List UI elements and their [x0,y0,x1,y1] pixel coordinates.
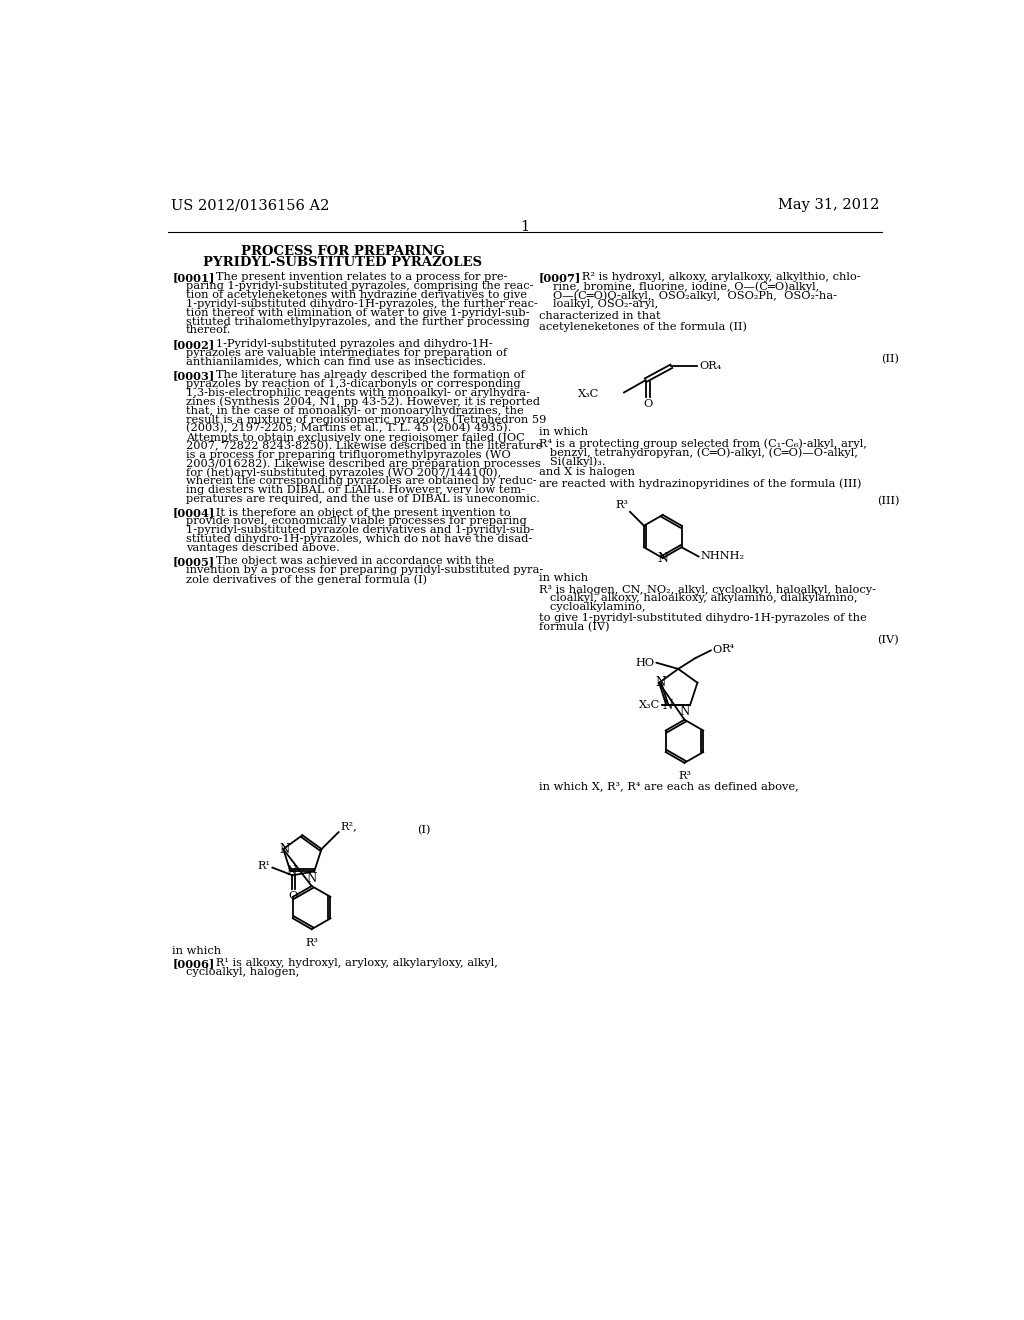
Text: to give 1-pyridyl-substituted dihydro-1H-pyrazoles of the: to give 1-pyridyl-substituted dihydro-1H… [539,614,866,623]
Text: stituted trihalomethylpyrazoles, and the further processing: stituted trihalomethylpyrazoles, and the… [186,317,529,326]
Text: Si(alkyl)₃.: Si(alkyl)₃. [539,455,605,466]
Text: [0004]: [0004] [172,508,214,519]
Text: R²,: R², [340,821,357,832]
Text: (IV): (IV) [878,635,899,645]
Text: thereof.: thereof. [186,326,231,335]
Text: 1-pyridyl-substituted pyrazole derivatives and 1-pyridyl-sub-: 1-pyridyl-substituted pyrazole derivativ… [186,525,535,536]
Text: vantages described above.: vantages described above. [186,543,340,553]
Text: R¹ is alkoxy, hydroxyl, aryloxy, alkylaryloxy, alkyl,: R¹ is alkoxy, hydroxyl, aryloxy, alkylar… [205,958,498,968]
Text: R³: R³ [678,771,691,781]
Text: R³: R³ [305,937,318,948]
Text: cycloalkylamino,: cycloalkylamino, [539,602,645,612]
Text: [0005]: [0005] [172,557,214,568]
Text: [0002]: [0002] [172,339,214,350]
Text: N: N [286,865,296,878]
Text: 1,3-bis-electrophilic reagents with monoalkyl- or arylhydra-: 1,3-bis-electrophilic reagents with mono… [186,388,530,397]
Text: NHNH₂: NHNH₂ [700,552,744,561]
Text: 2003/016282). Likewise described are preparation processes: 2003/016282). Likewise described are pre… [186,459,541,470]
Text: characterized in that: characterized in that [539,312,660,321]
Text: N: N [655,676,666,689]
Text: R⁴ is a protecting group selected from (C₁-C₆)-alkyl, aryl,: R⁴ is a protecting group selected from (… [539,438,866,449]
Text: 1-Pyridyl-substituted pyrazoles and dihydro-1H-: 1-Pyridyl-substituted pyrazoles and dihy… [205,339,493,348]
Text: O—(C═O)O-alkyl,  OSO₂alkyl,  OSO₂Ph,  OSO₂-ha-: O—(C═O)O-alkyl, OSO₂alkyl, OSO₂Ph, OSO₂-… [553,290,837,301]
Text: The object was achieved in accordance with the: The object was achieved in accordance wi… [205,557,494,566]
Text: are reacted with hydrazinopyridines of the formula (III): are reacted with hydrazinopyridines of t… [539,478,861,488]
Text: provide novel, economically viable processes for preparing: provide novel, economically viable proce… [186,516,527,527]
Text: (II): (II) [881,354,899,364]
Text: HO: HO [636,657,655,668]
Text: R³ is halogen, CN, NO₂, alkyl, cycloalkyl, haloalkyl, halocy-: R³ is halogen, CN, NO₂, alkyl, cycloalky… [539,585,876,594]
Text: (I): (I) [417,825,430,834]
Text: in which X, R³, R⁴ are each as defined above,: in which X, R³, R⁴ are each as defined a… [539,781,799,791]
Text: benzyl, tetrahydropyran, (C═O)-alkyl, (C═O)—O-alkyl,: benzyl, tetrahydropyran, (C═O)-alkyl, (C… [539,447,858,458]
Text: paring 1-pyridyl-substituted pyrazoles, comprising the reac-: paring 1-pyridyl-substituted pyrazoles, … [186,281,534,292]
Text: The literature has already described the formation of: The literature has already described the… [205,370,524,380]
Text: N: N [679,705,689,718]
Text: in which: in which [539,573,588,583]
Text: anthianilamides, which can find use as insecticides.: anthianilamides, which can find use as i… [186,356,486,367]
Text: stituted dihydro-1H-pyrazoles, which do not have the disad-: stituted dihydro-1H-pyrazoles, which do … [186,535,532,544]
Text: 1: 1 [520,220,529,234]
Text: The present invention relates to a process for pre-: The present invention relates to a proce… [205,272,507,282]
Text: PROCESS FOR PREPARING: PROCESS FOR PREPARING [241,244,444,257]
Text: R¹: R¹ [258,861,270,871]
Text: zines (Synthesis 2004, N1, pp 43-52). However, it is reported: zines (Synthesis 2004, N1, pp 43-52). Ho… [186,397,540,408]
Text: N: N [280,842,290,855]
Text: rine, bromine, fluorine, iodine, O—(C═O)alkyl,: rine, bromine, fluorine, iodine, O—(C═O)… [553,281,819,292]
Text: (III): (III) [877,496,899,507]
Text: O: O [643,399,652,409]
Text: for (het)aryl-substituted pyrazoles (WO 2007/144100),: for (het)aryl-substituted pyrazoles (WO … [186,467,502,478]
Text: [0003]: [0003] [172,370,214,381]
Text: cycloalkyl, halogen,: cycloalkyl, halogen, [186,966,299,977]
Text: pyrazoles by reaction of 1,3-dicarbonyls or corresponding: pyrazoles by reaction of 1,3-dicarbonyls… [186,379,521,389]
Text: loalkyl, OSO₂-aryl,: loalkyl, OSO₂-aryl, [553,298,658,309]
Text: N: N [663,698,673,711]
Text: pyrazoles are valuable intermediates for preparation of: pyrazoles are valuable intermediates for… [186,348,507,358]
Text: [0006]: [0006] [172,958,214,969]
Text: that, in the case of monoalkyl- or monoarylhydrazines, the: that, in the case of monoalkyl- or monoa… [186,405,524,416]
Text: 1-pyridyl-substituted dihydro-1H-pyrazoles, the further reac-: 1-pyridyl-substituted dihydro-1H-pyrazol… [186,298,538,309]
Text: [0001]: [0001] [172,272,215,284]
Text: in which: in which [539,428,588,437]
Text: R² is hydroxyl, alkoxy, arylalkoxy, alkylthio, chlo-: R² is hydroxyl, alkoxy, arylalkoxy, alky… [571,272,861,282]
Text: PYRIDYL-SUBSTITUTED PYRAZOLES: PYRIDYL-SUBSTITUTED PYRAZOLES [203,256,482,269]
Text: acetyleneketones of the formula (II): acetyleneketones of the formula (II) [539,321,746,331]
Text: ing diesters with DIBAL or LiAlH₄. However, very low tem-: ing diesters with DIBAL or LiAlH₄. Howev… [186,486,525,495]
Text: X₃C: X₃C [578,389,599,399]
Text: result is a mixture of regioisomeric pyrazoles (Tetrahedron 59: result is a mixture of regioisomeric pyr… [186,414,547,425]
Text: tion of acetyleneketones with hydrazine derivatives to give: tion of acetyleneketones with hydrazine … [186,290,527,300]
Text: It is therefore an object of the present invention to: It is therefore an object of the present… [205,508,510,517]
Text: X₃C: X₃C [639,700,660,710]
Text: zole derivatives of the general formula (I): zole derivatives of the general formula … [186,574,427,585]
Text: R³: R³ [615,500,629,511]
Text: [0007]: [0007] [539,272,581,284]
Text: wherein the corresponding pyrazoles are obtained by reduc-: wherein the corresponding pyrazoles are … [186,477,537,486]
Text: O: O [713,645,722,656]
Text: May 31, 2012: May 31, 2012 [777,198,879,213]
Text: N: N [306,871,316,884]
Text: and X is halogen: and X is halogen [539,467,635,477]
Text: (2003), 2197-2205; Martins et al., T. L. 45 (2004) 4935).: (2003), 2197-2205; Martins et al., T. L.… [186,424,512,434]
Text: in which: in which [172,946,221,956]
Text: R⁴: R⁴ [722,644,734,653]
Text: O: O [289,891,298,902]
Text: is a process for preparing trifluoromethylpyrazoles (WO: is a process for preparing trifluorometh… [186,450,511,461]
Text: 2007, 72822 8243-8250). Likewise described in the literature: 2007, 72822 8243-8250). Likewise describ… [186,441,543,451]
Text: peratures are required, and the use of DIBAL is uneconomic.: peratures are required, and the use of D… [186,494,540,504]
Text: US 2012/0136156 A2: US 2012/0136156 A2 [171,198,329,213]
Text: cloalkyl, alkoxy, haloalkoxy, alkylamino, dialkylamino,: cloalkyl, alkoxy, haloalkoxy, alkylamino… [539,594,857,603]
Text: N: N [657,552,669,565]
Text: Attempts to obtain exclusively one regioisomer failed (JOC: Attempts to obtain exclusively one regio… [186,432,525,442]
Text: invention by a process for preparing pyridyl-substituted pyra-: invention by a process for preparing pyr… [186,565,544,576]
Text: formula (IV): formula (IV) [539,622,609,632]
Text: tion thereof with elimination of water to give 1-pyridyl-sub-: tion thereof with elimination of water t… [186,308,529,318]
Text: OR₄: OR₄ [699,362,722,371]
